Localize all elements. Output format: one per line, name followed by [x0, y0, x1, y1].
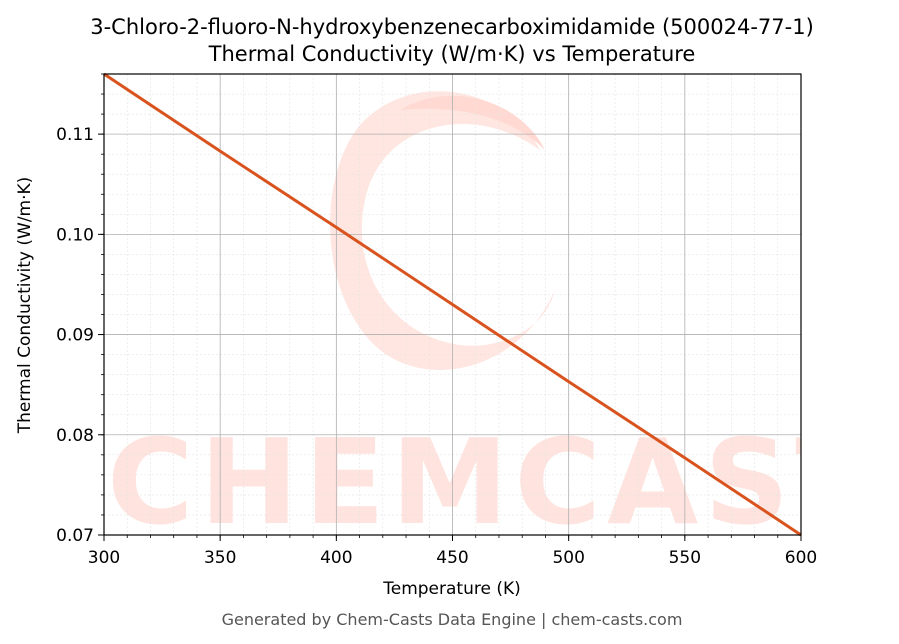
y-axis-label: Thermal Conductivity (W/m·K) [15, 177, 35, 435]
footer-credit: Generated by Chem-Casts Data Engine | ch… [222, 610, 683, 629]
series-layer [103, 72, 802, 537]
x-tick-label: 500 [552, 548, 584, 568]
x-tick-label: 400 [320, 548, 352, 568]
y-tick-label: 0.10 [56, 225, 94, 245]
x-tick-label: 600 [785, 548, 817, 568]
y-tick-label: 0.08 [56, 426, 94, 446]
watermark-swirl-accent [400, 95, 545, 150]
x-axis-label: Temperature (K) [382, 579, 521, 599]
chart-title-line2: Thermal Conductivity (W/m·K) vs Temperat… [208, 42, 696, 66]
x-tick-label: 450 [436, 548, 468, 568]
y-tick-label: 0.09 [56, 326, 94, 346]
watermark-text: CHEMCASTS [107, 413, 899, 551]
y-tick-label: 0.11 [56, 125, 94, 145]
y-tick-label: 0.07 [56, 526, 94, 546]
chart-title-line1: 3-Chloro-2-fluoro-N-hydroxybenzenecarbox… [90, 15, 814, 39]
x-tick-label: 550 [669, 548, 701, 568]
y-axis: 0.07 0.08 0.09 0.10 0.11 [56, 73, 104, 546]
x-axis: 300 350 400 450 500 550 600 [88, 535, 817, 568]
x-tick-label: 350 [204, 548, 236, 568]
x-tick-label: 300 [88, 548, 120, 568]
series-line [103, 72, 802, 537]
